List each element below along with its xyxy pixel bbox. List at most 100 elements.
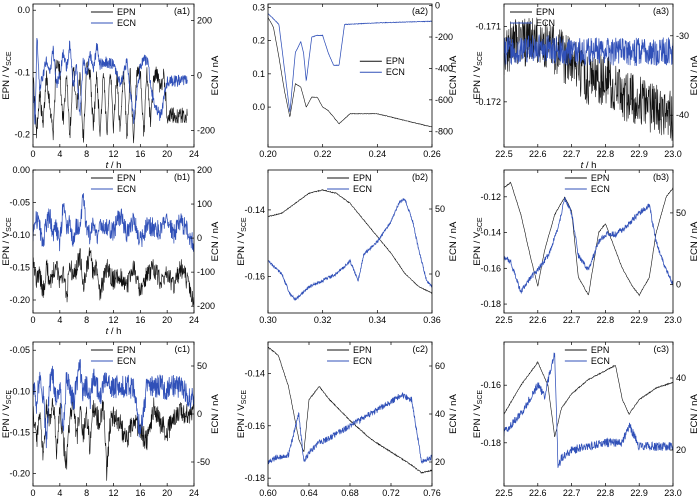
- a3-y-right-tick-label: -30: [676, 31, 689, 41]
- c2-plot-frame: [267, 341, 433, 487]
- a3-plot-frame: [503, 3, 674, 148]
- c2-y-right-tick-label: 60: [435, 361, 445, 371]
- c3-x-tick-label: 22.9: [630, 488, 648, 498]
- a3-x-tick-label: 22.6: [529, 149, 547, 159]
- a1-y-left-tick-label: -0.1: [14, 67, 30, 77]
- c1-y-left-tick-label: -0.20: [9, 469, 30, 479]
- b1-panel-tag: (b1): [174, 172, 190, 182]
- a2-y-right-tick-label: -200: [435, 32, 453, 42]
- b1-y-right-axis-label: ECN / nA: [210, 221, 221, 261]
- a3-series-epn: [504, 17, 673, 141]
- b3-legend-label-epn: EPN: [591, 173, 610, 183]
- b3-series-epn: [504, 181, 673, 297]
- a3-x-tick-label: 22.8: [597, 149, 615, 159]
- b2-x-tick-label: 0.34: [369, 315, 387, 325]
- b1-legend-label-epn: EPN: [117, 173, 136, 183]
- c1-y-right-axis-label: ECN / nA: [210, 394, 221, 434]
- a2-legend-label-ecn: ECN: [386, 67, 405, 77]
- a3-y-right-tick-label: -40: [676, 110, 689, 120]
- c1-y-left-tick-label: -0.05: [9, 345, 30, 355]
- c2-series-ecn: [268, 392, 432, 465]
- a3-x-tick-label: 22.5: [495, 149, 513, 159]
- c3-panel-tag: (c3): [654, 344, 670, 354]
- c2-y-left-tick-label: -0.14: [244, 368, 265, 378]
- c3-y-left-axis-label: EPN / VSCE: [472, 390, 484, 439]
- a1-x-tick-label: 0: [30, 149, 35, 159]
- c2-y-left-tick-label: -0.16: [244, 421, 265, 431]
- b1-x-tick-label: 0: [30, 315, 35, 325]
- b3-x-tick-label: 23.0: [664, 315, 682, 325]
- a3-y-right-axis-label: ECN / nA: [689, 55, 700, 95]
- c3-y-right-tick-label: 20: [676, 445, 686, 455]
- c1-legend-label-epn: EPN: [117, 345, 136, 355]
- c2-y-right-axis-label: ECN / nA: [448, 394, 459, 434]
- c2-legend-label-epn: EPN: [353, 345, 372, 355]
- b1-x-tick-label: 16: [135, 315, 145, 325]
- a1-y-right-tick-label: 200: [197, 16, 212, 26]
- b2-legend-label-ecn: ECN: [353, 184, 372, 194]
- b1-y-right-tick-label: -200: [197, 301, 215, 311]
- b3-y-right-tick-label: 0: [676, 279, 681, 289]
- c3-series-epn: [504, 360, 673, 438]
- c2-x-tick-label: 0.72: [382, 488, 400, 498]
- a1-y-right-axis-label: ECN / nA: [210, 55, 221, 95]
- b3-y-left-tick-label: -0.12: [480, 192, 501, 202]
- a2-x-tick-label: 0.26: [423, 149, 441, 159]
- b1-x-tick-label: 4: [57, 315, 62, 325]
- a3-legend-label-ecn: ECN: [536, 18, 555, 28]
- b1-legend-label-ecn: ECN: [117, 184, 136, 194]
- c3-x-tick-label: 22.8: [597, 488, 615, 498]
- b2-y-left-tick-label: -0.16: [244, 271, 265, 281]
- b1-y-left-axis-label: EPN / VSCE: [1, 217, 13, 266]
- b1-y-left-tick-label: -0.20: [9, 295, 30, 305]
- b3-series-ecn: [504, 197, 673, 295]
- a3-x-tick-label: 23.0: [664, 149, 682, 159]
- b3-x-tick-label: 22.6: [529, 315, 547, 325]
- a1-x-axis-label: t / h: [106, 160, 122, 171]
- b2-series-epn: [268, 189, 432, 294]
- b1-plot-frame: [32, 169, 195, 314]
- a3-y-left-tick-label: -0.171: [475, 22, 501, 32]
- b2-x-tick-label: 0.30: [259, 315, 277, 325]
- a2-x-tick-label: 0.20: [259, 149, 277, 159]
- c1-y-right-tick-label: -50: [197, 457, 210, 467]
- c3-x-tick-label: 22.6: [529, 488, 547, 498]
- panel-b1: 0 4 8 12 16 20 24 -0.20 -0.15 -0.10 -0.05 0.00 -200 -…: [1, 165, 221, 337]
- a1-x-tick-label: 12: [108, 149, 118, 159]
- c1-x-tick-label: 12: [108, 488, 118, 498]
- b1-y-right-tick-label: -100: [197, 267, 215, 277]
- a2-y-left-tick-label: 0.0: [252, 102, 265, 112]
- a1-x-tick-label: 16: [135, 149, 145, 159]
- c1-legend-label-ecn: ECN: [117, 356, 136, 366]
- c1-series-epn: [33, 397, 194, 481]
- b3-x-tick-label: 22.5: [495, 315, 513, 325]
- b2-legend-label-epn: EPN: [353, 173, 372, 183]
- panel-c2: 0.60 0.64 0.68 0.72 0.76 -0.14 -0.16 -0.18 20 40 6…: [236, 341, 459, 498]
- b3-plot-frame: [503, 169, 674, 314]
- a1-x-tick-label: 24: [189, 149, 199, 159]
- c3-legend-label-epn: EPN: [591, 345, 610, 355]
- c1-panel-tag: (c1): [175, 344, 191, 354]
- c3-plot-frame: [503, 341, 674, 487]
- b3-y-left-tick-label: -0.18: [480, 299, 501, 309]
- b1-x-tick-label: 24: [189, 315, 199, 325]
- c2-x-tick-label: 0.64: [300, 488, 318, 498]
- b2-y-right-tick-label: 50: [435, 204, 445, 214]
- a2-y-left-tick-label: 0.1: [252, 69, 265, 79]
- a1-y-left-axis-label: EPN / VSCE: [1, 51, 13, 100]
- b1-x-tick-label: 20: [162, 315, 172, 325]
- b1-y-left-tick-label: -0.05: [9, 198, 30, 208]
- c1-series-ecn: [33, 359, 194, 449]
- c3-y-right-axis-label: ECN / nA: [689, 394, 700, 434]
- b1-series-ecn: [33, 193, 194, 252]
- c1-x-tick-label: 24: [189, 488, 199, 498]
- a1-legend-label-ecn: ECN: [117, 18, 136, 28]
- c2-y-right-tick-label: 20: [435, 457, 445, 467]
